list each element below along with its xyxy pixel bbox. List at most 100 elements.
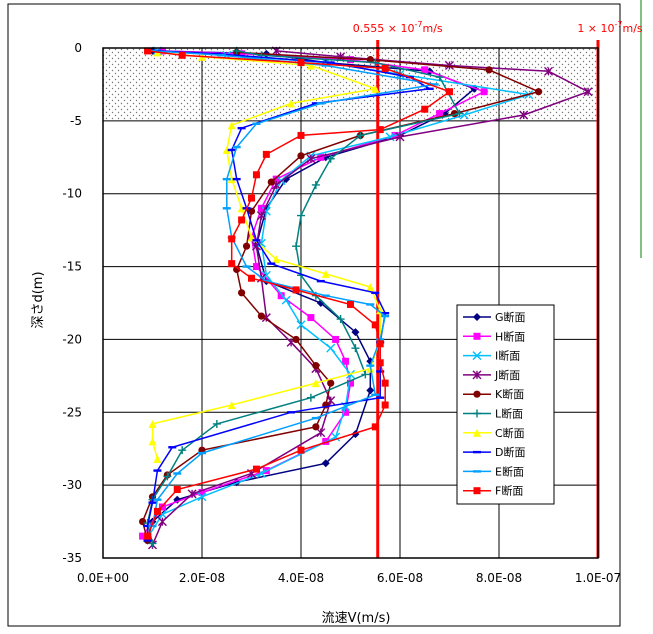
data-point bbox=[252, 465, 260, 473]
data-point bbox=[148, 419, 157, 428]
data-point bbox=[436, 110, 444, 118]
data-point bbox=[237, 204, 246, 213]
data-point bbox=[148, 539, 157, 548]
data-point bbox=[212, 419, 221, 428]
data-point bbox=[381, 379, 389, 387]
data-point bbox=[257, 204, 265, 212]
legend-label: J断面 bbox=[494, 368, 520, 382]
data-point bbox=[455, 109, 464, 118]
data-point bbox=[252, 239, 261, 242]
data-point bbox=[336, 315, 345, 324]
data-point bbox=[297, 131, 305, 139]
data-point bbox=[445, 60, 454, 70]
data-point bbox=[430, 83, 439, 86]
data-point bbox=[347, 379, 354, 387]
data-point bbox=[232, 145, 241, 149]
data-point bbox=[371, 291, 380, 294]
data-point bbox=[342, 408, 350, 416]
data-point bbox=[242, 265, 251, 268]
y-tick-label: -10 bbox=[62, 187, 82, 201]
data-point bbox=[222, 146, 231, 154]
series-line bbox=[146, 50, 452, 537]
data-point bbox=[173, 472, 182, 475]
data-point bbox=[371, 423, 379, 431]
data-point bbox=[312, 362, 320, 370]
data-point bbox=[143, 524, 152, 528]
data-point bbox=[287, 99, 296, 108]
data-point bbox=[316, 299, 325, 307]
x-tick-label: 8.0E-08 bbox=[476, 571, 522, 585]
data-point bbox=[237, 126, 246, 130]
data-point bbox=[342, 357, 350, 365]
data-point bbox=[178, 446, 187, 455]
data-point bbox=[139, 517, 147, 526]
data-point bbox=[544, 66, 553, 76]
data-point bbox=[371, 84, 380, 93]
data-point bbox=[311, 379, 320, 388]
legend-entry: K断面 bbox=[463, 387, 524, 401]
data-point bbox=[272, 175, 280, 183]
data-point bbox=[272, 255, 281, 264]
data-point bbox=[144, 532, 152, 540]
data-point bbox=[222, 177, 231, 181]
x-tick-label: 1.0E-07 bbox=[575, 571, 621, 585]
legend-entry: H断面 bbox=[463, 329, 525, 343]
x-tick-label: 0.0E+00 bbox=[77, 571, 129, 585]
data-point bbox=[321, 294, 330, 297]
data-point bbox=[262, 279, 271, 283]
data-point bbox=[242, 242, 251, 250]
data-point bbox=[435, 73, 444, 82]
data-point bbox=[198, 488, 206, 496]
y-tick-label: -35 bbox=[62, 551, 82, 565]
data-point bbox=[316, 428, 326, 438]
data-point bbox=[425, 87, 434, 90]
data-point bbox=[321, 269, 330, 278]
data-point bbox=[148, 501, 157, 504]
data-point bbox=[326, 154, 335, 163]
data-point bbox=[317, 153, 325, 161]
data-point bbox=[347, 56, 354, 64]
y-tick-label: -25 bbox=[62, 405, 82, 419]
data-point bbox=[168, 446, 177, 449]
data-point bbox=[371, 58, 380, 67]
data-point bbox=[366, 282, 375, 291]
data-point bbox=[292, 242, 301, 251]
data-point bbox=[347, 300, 354, 308]
data-point bbox=[376, 338, 385, 341]
data-point bbox=[480, 88, 488, 96]
data-point bbox=[292, 286, 300, 294]
data-point bbox=[336, 52, 346, 62]
data-point bbox=[332, 335, 340, 343]
legend-entry: F断面 bbox=[463, 484, 523, 498]
legend-label: E断面 bbox=[495, 464, 524, 478]
data-point bbox=[277, 292, 285, 300]
data-point bbox=[248, 274, 255, 282]
legend-label: G断面 bbox=[495, 310, 526, 324]
y-tick-label: -20 bbox=[62, 332, 82, 346]
data-point bbox=[321, 64, 330, 67]
legend-marker bbox=[473, 332, 481, 340]
data-point bbox=[321, 459, 330, 468]
legend-label: H断面 bbox=[495, 329, 525, 343]
y-tick-label: -15 bbox=[62, 260, 82, 274]
data-point bbox=[257, 312, 265, 320]
data-point bbox=[153, 507, 161, 515]
data-point bbox=[535, 88, 543, 96]
data-point bbox=[153, 469, 162, 472]
data-point bbox=[212, 52, 221, 56]
legend-entry: J断面 bbox=[463, 368, 520, 382]
legend-label: K断面 bbox=[495, 387, 524, 401]
legend-entry: G断面 bbox=[463, 310, 526, 324]
data-point bbox=[376, 126, 384, 134]
legend-label: F断面 bbox=[495, 484, 523, 498]
data-point bbox=[148, 437, 157, 446]
legend-marker bbox=[473, 470, 481, 473]
data-point bbox=[143, 539, 152, 542]
data-point bbox=[327, 379, 335, 387]
data-point bbox=[307, 314, 315, 322]
legend-marker bbox=[473, 390, 481, 398]
data-point bbox=[306, 61, 315, 70]
legend-entry: C断面 bbox=[463, 426, 525, 440]
data-point bbox=[316, 102, 325, 105]
